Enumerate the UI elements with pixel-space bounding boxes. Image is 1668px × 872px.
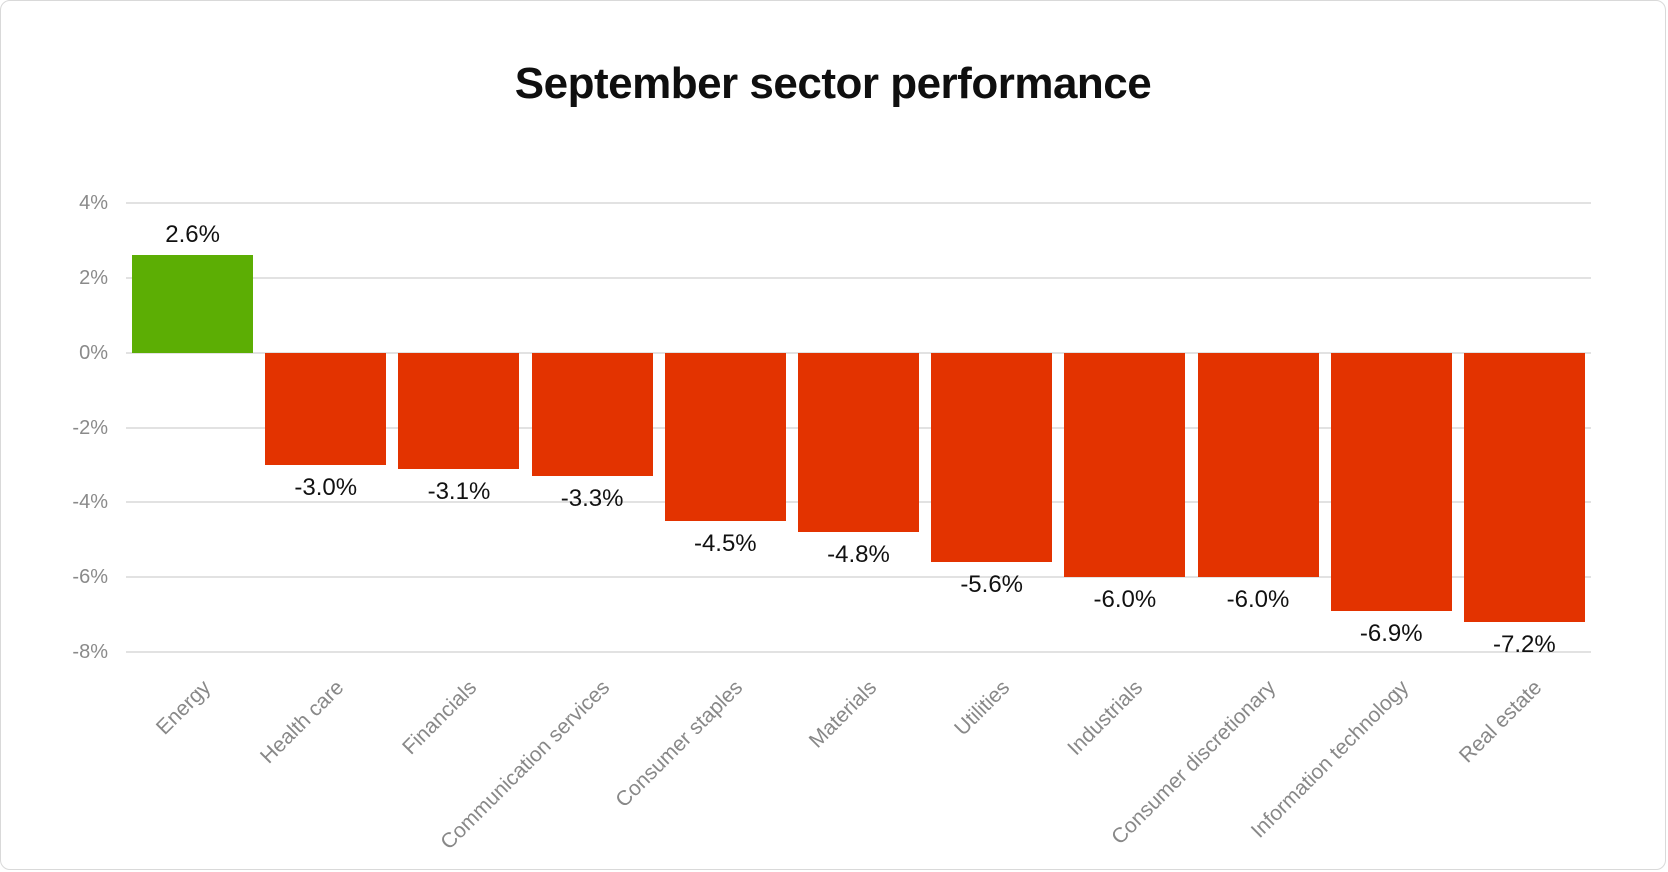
plot-area: 4% 2% 0% -2% -4% -6% -8% 2.6% Energy -3.0% Health … xyxy=(72,192,1591,854)
bar xyxy=(531,352,653,477)
bar-value-label: -6.0% xyxy=(1093,586,1157,614)
bar-value-label: -3.3% xyxy=(560,485,624,513)
y-axis-tick-label: -4% xyxy=(72,491,108,514)
y-axis-tick-label: -2% xyxy=(72,416,108,439)
bar-value-label: -4.5% xyxy=(693,530,757,558)
bar xyxy=(1064,352,1186,578)
gridline xyxy=(126,202,1591,204)
y-axis-tick-label: -8% xyxy=(72,641,108,663)
bar-value-label: -4.8% xyxy=(827,541,890,569)
bar xyxy=(1463,352,1585,623)
bar xyxy=(798,352,919,533)
bar xyxy=(1330,352,1452,611)
bar-value-label: -7.2% xyxy=(1493,631,1556,659)
bar xyxy=(398,352,520,469)
bar xyxy=(664,352,786,522)
bar xyxy=(1197,352,1319,578)
bar xyxy=(132,255,254,353)
bar-value-label: -3.0% xyxy=(294,473,358,501)
bar-value-label: -6.0% xyxy=(1226,586,1290,614)
gridline xyxy=(126,276,1591,279)
bar-value-label: -5.6% xyxy=(960,571,1024,599)
chart-title: September sector performance xyxy=(514,59,1152,108)
gridline xyxy=(126,576,1591,579)
bar xyxy=(931,352,1053,563)
bar-value-label: -3.1% xyxy=(427,477,491,505)
y-axis-tick-label: 4% xyxy=(79,192,108,214)
y-axis-tick-label: 2% xyxy=(79,266,108,289)
bar-value-label: 2.6% xyxy=(165,221,220,249)
gridline xyxy=(126,651,1591,653)
bar xyxy=(265,352,387,465)
bar-value-label: -6.9% xyxy=(1359,619,1423,647)
y-axis-tick-label: -6% xyxy=(72,566,108,589)
y-axis-tick-label: 0% xyxy=(79,341,108,364)
